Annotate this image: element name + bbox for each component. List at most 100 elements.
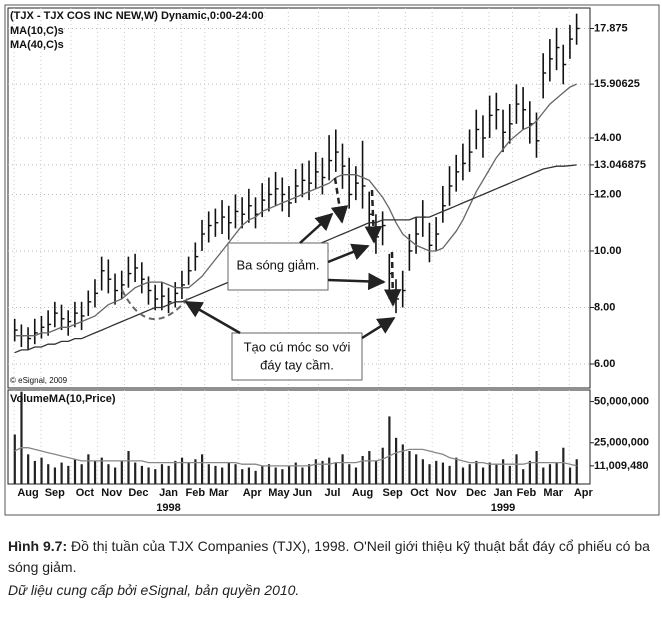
y-tick-label: 25,000,000 [594, 437, 649, 449]
volume-bar [33, 460, 36, 484]
volume-bar [508, 465, 511, 484]
x-tick-label: Jan [159, 487, 178, 499]
volume-bar [80, 464, 83, 484]
x-tick-label: Nov [101, 487, 123, 499]
chart: (TJX - TJX COS INC NEW,W) Dynamic,0:00-2… [4, 4, 660, 516]
wave-arrow [364, 189, 383, 244]
ma-line [14, 447, 577, 467]
volume-bar [107, 464, 110, 484]
volume-bar [147, 467, 150, 484]
legend-entry: MA(40,C)s [10, 39, 64, 51]
ma-line [14, 83, 577, 337]
annotation-arrow [184, 300, 241, 335]
volume-bar [368, 451, 371, 484]
volume-bar [20, 391, 23, 484]
annotation-arrow [327, 272, 386, 291]
volume-bar [47, 464, 50, 484]
volume-bar [127, 451, 130, 484]
volume-bar [207, 464, 210, 484]
volume-bar [441, 462, 445, 484]
volume-bar [53, 467, 57, 484]
volume-bar [67, 465, 70, 484]
volume-bar [401, 444, 404, 484]
volume-bar [140, 465, 143, 484]
x-tick-label: Feb [186, 487, 206, 499]
y-tick-label: 13.046875 [594, 159, 646, 171]
x-tick-label: Nov [436, 487, 458, 499]
volume-bar [301, 467, 304, 484]
volume-bar [502, 459, 505, 484]
x-tick-label: Sep [383, 487, 403, 499]
year-label: 1999 [491, 502, 515, 514]
volume-bar [160, 464, 164, 484]
volume-title: VolumeMA(10,Price) [10, 393, 116, 405]
volume-bar [575, 459, 578, 484]
x-tick-label: Mar [209, 487, 229, 499]
volume-bar [475, 460, 478, 484]
annotation-arrow [361, 316, 396, 340]
volume-bar [247, 467, 251, 484]
y-tick-label: 17.875 [594, 22, 628, 34]
volume-bar [194, 459, 197, 484]
volume-bar [274, 467, 277, 484]
volume-bar [488, 462, 491, 484]
x-tick-label: Jun [293, 487, 313, 499]
volume-bar [461, 467, 465, 484]
volume-bar [341, 454, 344, 484]
volume-bar [448, 465, 451, 484]
y-tick-label: 8.00 [594, 301, 615, 313]
volume-bar [174, 460, 177, 484]
caption: Hình 9.7: Đồ thị tuần của TJX Companies … [8, 536, 658, 601]
watermark: © eSignal, 2009 [10, 376, 68, 385]
y-tick-label: 6.00 [594, 358, 615, 370]
y-tick-label: 11,009,480 [594, 460, 648, 472]
annotation-box [231, 332, 363, 381]
volume-bar [374, 460, 378, 484]
volume-bar [27, 454, 30, 484]
caption-label: Hình 9.7: [8, 538, 68, 554]
x-tick-label: Mar [543, 487, 563, 499]
legend-entry: MA(10,C)s [10, 25, 64, 37]
volume-bar [267, 464, 271, 484]
volume-bar [281, 469, 284, 484]
volume-bar [308, 464, 311, 484]
x-tick-label: Aug [17, 487, 38, 499]
y-tick-label: 15.90625 [594, 78, 640, 90]
annotation-arrow [327, 243, 370, 264]
year-label: 1998 [156, 502, 180, 514]
volume-bar [73, 459, 77, 484]
volume-bar [435, 460, 438, 484]
volume-bar [180, 457, 184, 484]
volume-bar [234, 464, 237, 484]
volume-bar [408, 451, 411, 484]
annotation: Ba sóng giảm. [236, 257, 319, 272]
volume-bar [261, 465, 264, 484]
y-tick-label: 10.00 [594, 245, 622, 257]
volume-bar [241, 469, 244, 484]
volume-bar [348, 464, 351, 484]
caption-source: Dữ liệu cung cấp bởi eSignal, bản quyền … [8, 582, 300, 598]
volume-bar [395, 437, 398, 484]
volume-panel [7, 389, 591, 485]
volume-bar [87, 454, 90, 484]
y-tick-label: 12.00 [594, 188, 622, 200]
volume-bar [388, 416, 391, 484]
volume-bar [354, 467, 358, 484]
volume-bar [134, 462, 137, 484]
volume-bar [535, 451, 538, 484]
volume-bar [381, 447, 384, 484]
x-tick-label: Dec [128, 487, 148, 499]
volume-bar [361, 455, 364, 484]
volume-bar [201, 454, 204, 484]
x-tick-label: May [268, 487, 290, 499]
x-tick-label: Aug [352, 487, 373, 499]
volume-bar [495, 464, 498, 484]
volume-bar [548, 464, 552, 484]
x-tick-label: Jan [494, 487, 513, 499]
cup-handle-curve [121, 289, 191, 321]
volume-bar [522, 469, 525, 484]
volume-bar [154, 469, 157, 484]
volume-bar [40, 457, 43, 484]
x-tick-label: Dec [466, 487, 486, 499]
volume-bar [167, 465, 170, 484]
